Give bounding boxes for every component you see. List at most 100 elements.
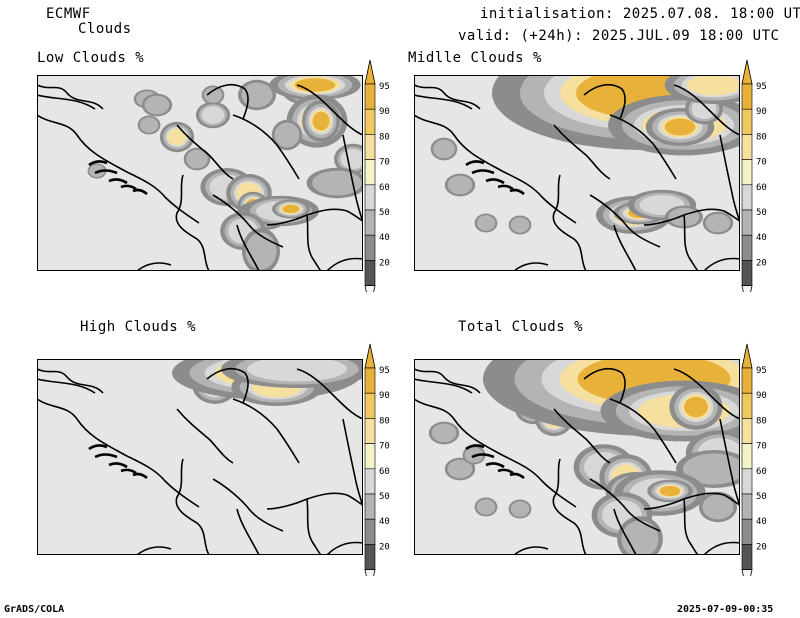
border-line <box>719 418 740 508</box>
country-borders <box>37 83 363 271</box>
border-line <box>37 84 104 110</box>
colorbar-tick-label: 90 <box>379 391 390 401</box>
cloud-contour <box>683 453 740 485</box>
colorbar-top-arrow <box>741 59 753 85</box>
colorbar-top-arrow <box>741 343 753 369</box>
border-line <box>326 541 363 555</box>
colorbar-tick-label: 50 <box>379 492 390 502</box>
colorbar-tick-label: 95 <box>756 366 767 376</box>
colorbar-tick-label: 40 <box>379 233 390 243</box>
border-line <box>326 257 363 271</box>
colorbar-segment <box>741 108 753 135</box>
colorbar-segment <box>741 443 753 470</box>
colorbar-segment <box>741 234 753 261</box>
colorbar-top-arrow <box>364 343 376 369</box>
border-line <box>414 84 481 110</box>
border-line <box>296 84 363 136</box>
colorbar-tick-label: 40 <box>379 517 390 527</box>
product-label: Clouds <box>78 21 132 37</box>
island-outline <box>88 444 108 451</box>
island-outline <box>485 178 505 185</box>
border-line <box>673 84 740 136</box>
colorbar-segment <box>364 468 376 495</box>
low-clouds-map <box>37 75 363 271</box>
colorbar-bottom-arrow <box>741 569 753 576</box>
colorbar-bottom-arrow <box>364 569 376 576</box>
colorbar-tick-label: 70 <box>379 442 390 452</box>
colorbar-tick-label: 95 <box>756 82 767 92</box>
colorbar-tick-label: 60 <box>756 467 767 477</box>
island-outline <box>108 462 128 469</box>
cloud-contour <box>686 75 740 96</box>
border-line <box>136 262 172 271</box>
colorbar-segment <box>741 544 753 570</box>
border-line <box>513 262 549 271</box>
colorbar-segment <box>364 518 376 545</box>
island-outline <box>471 453 495 459</box>
island-outline <box>94 169 118 175</box>
colorbar-segment <box>364 260 376 286</box>
border-line <box>37 398 200 508</box>
cloud-contour <box>705 213 731 233</box>
border-line <box>683 498 699 555</box>
island-outline <box>471 169 495 175</box>
cloud-contour <box>241 82 273 108</box>
colorbar-tick-label: 60 <box>379 183 390 193</box>
island-outline <box>509 188 525 196</box>
colorbar-tick-label: 20 <box>756 542 767 552</box>
colorbar-segment <box>364 392 376 419</box>
colorbar-top-arrow <box>364 59 376 85</box>
cloud-field <box>430 75 740 235</box>
cloud-contour <box>247 359 347 382</box>
border-line <box>176 124 234 180</box>
colorbar-segment <box>364 234 376 261</box>
map-frame <box>37 75 363 271</box>
colorbar-tick-label: 90 <box>379 107 390 117</box>
colorbar-segment <box>364 184 376 211</box>
border-line <box>552 458 587 555</box>
border-line <box>37 368 104 394</box>
colorbar-tick-label: 60 <box>379 467 390 477</box>
border-line <box>37 114 200 224</box>
colorbar-segment <box>741 493 753 520</box>
border-line <box>552 174 587 271</box>
colorbar-tick-label: 70 <box>756 442 767 452</box>
cloud-field <box>87 75 363 271</box>
colorbar-segment <box>741 367 753 394</box>
colorbar-segment <box>364 493 376 520</box>
border-line <box>643 492 740 510</box>
colorbar-segment <box>741 83 753 110</box>
colorbar-tick-label: 95 <box>379 82 390 92</box>
cloud-field <box>172 359 363 406</box>
colorbar-segment <box>741 518 753 545</box>
colorbar-tick-label: 50 <box>379 208 390 218</box>
border-line <box>232 398 300 464</box>
border-line <box>296 368 363 420</box>
border-line <box>613 508 637 555</box>
country-borders <box>37 367 363 555</box>
island-outline <box>485 462 505 469</box>
colorbar-tick-label: 20 <box>379 542 390 552</box>
colorbar-low: 95 90 80 70 60 50 40 20 <box>364 59 390 292</box>
border-line <box>232 114 300 180</box>
colorbar-segment <box>364 108 376 135</box>
colorbar-segment <box>364 544 376 570</box>
colorbar-segment <box>364 134 376 160</box>
border-line <box>236 224 260 271</box>
border-line <box>342 134 363 224</box>
cloud-contour <box>294 78 336 92</box>
cloud-contour <box>139 117 159 133</box>
high-clouds-map <box>37 359 363 555</box>
colorbar-tick-label: 20 <box>379 258 390 268</box>
border-line <box>175 458 210 555</box>
border-line <box>212 478 284 532</box>
cloud-contour <box>186 149 208 169</box>
border-line <box>683 214 699 271</box>
cloud-contour <box>201 106 225 124</box>
colorbar-segment <box>741 134 753 160</box>
cloud-contour <box>312 111 330 131</box>
cloud-contour <box>167 128 187 146</box>
middle-clouds-map <box>414 75 740 271</box>
colorbar-tick-label: 90 <box>756 391 767 401</box>
cloud-contour <box>274 122 300 148</box>
